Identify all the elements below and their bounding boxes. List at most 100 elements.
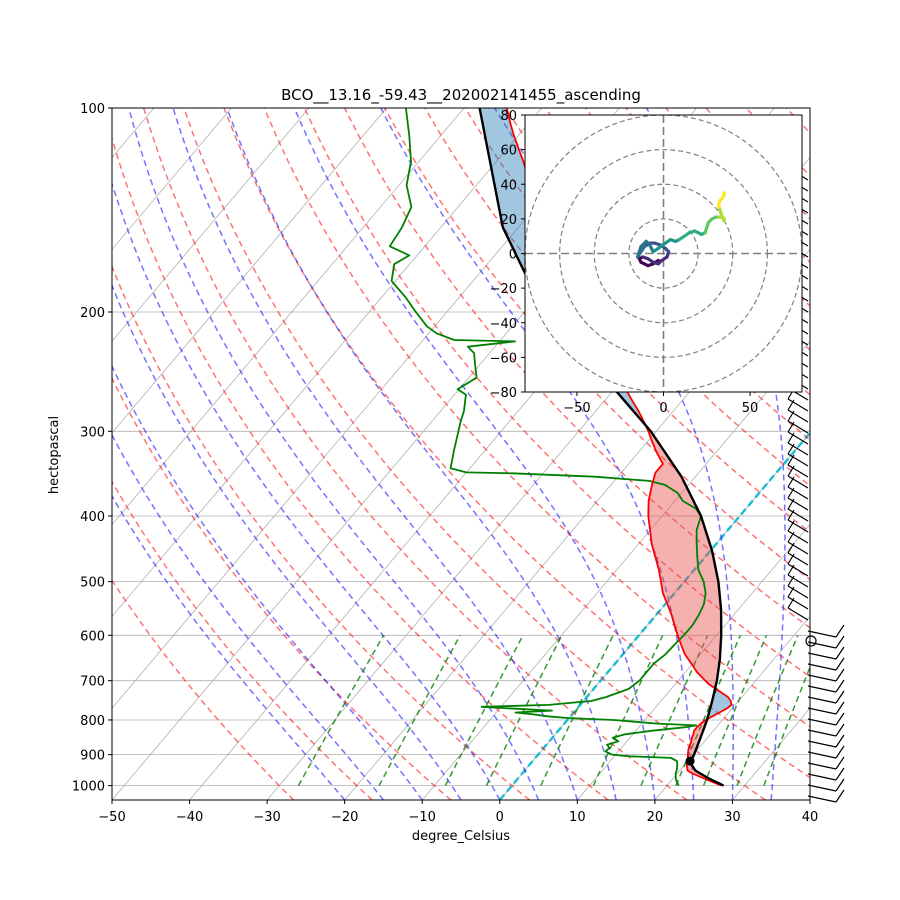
y-axis-label: hectopascal: [47, 416, 62, 494]
cape-cin-shading: [479, 108, 732, 786]
x-tick-label: −50: [98, 810, 125, 825]
wind-barb: [787, 553, 809, 577]
barb-flag: [787, 542, 795, 554]
freezing-isotherm: [498, 431, 810, 800]
wind-barb: [787, 399, 809, 423]
isotherm: [421, 340, 810, 800]
isotherm: [112, 108, 465, 526]
x-tick-label: −10: [409, 810, 436, 825]
moist-adiabat: [172, 108, 579, 800]
x-tick-label: 0: [496, 810, 504, 825]
isotherm: [112, 108, 542, 618]
x-tick-label: 40: [802, 810, 819, 825]
barb-flag: [835, 690, 845, 704]
wind-barb: [807, 712, 845, 726]
barb-shaft: [787, 519, 809, 533]
y-tick-label: 200: [80, 306, 105, 321]
y-tick-label: 100: [80, 102, 105, 117]
barb-flag: [835, 624, 845, 638]
isotherm: [112, 108, 620, 709]
barb-shaft: [807, 773, 837, 781]
hodograph-y-tick-label: −20: [490, 282, 517, 297]
barb-flag: [835, 635, 845, 649]
moist-adiabat: [112, 433, 384, 800]
barb-shaft: [787, 420, 809, 434]
x-tick-label: 10: [569, 810, 586, 825]
wind-barb: [787, 586, 809, 610]
wind-barb: [807, 723, 845, 737]
barb-flag: [787, 498, 795, 510]
y-tick-label: 400: [80, 510, 105, 525]
barb-shaft: [787, 596, 809, 610]
mixing-ratio-line: [736, 635, 799, 786]
barb-shaft: [787, 607, 809, 621]
mixing-ratio-line: [540, 634, 614, 786]
plot-frame: [111, 107, 811, 801]
isotherm: [112, 108, 232, 250]
wind-barb: [807, 701, 845, 715]
barb-flag: [835, 657, 845, 671]
barb-flag: [835, 778, 845, 792]
barb-shaft: [787, 442, 809, 456]
mixing-ratio-line: [675, 634, 742, 786]
moist-adiabat: [112, 494, 346, 800]
hodograph-axes: [525, 115, 802, 392]
barb-shaft: [807, 762, 837, 770]
mixing-ratio-lines: [297, 634, 810, 786]
mixing-ratio-line: [444, 634, 524, 786]
dry-adiabat: [263, 108, 810, 728]
wind-barb: [787, 432, 809, 456]
barb-flag: [787, 531, 795, 543]
wind-barb: [807, 745, 845, 759]
x-tick-label: −40: [176, 810, 203, 825]
barb-flag: [787, 487, 795, 499]
x-tick-label: −30: [253, 810, 280, 825]
wind-barb: [787, 498, 809, 522]
barb-flag: [787, 432, 795, 444]
barb-shaft: [807, 674, 837, 682]
barb-flag: [835, 679, 845, 693]
barb-flag: [835, 668, 845, 682]
hodograph-y-tick-label: 0: [509, 248, 517, 263]
hodograph-segment: [635, 244, 643, 259]
wind-barb: [807, 657, 845, 671]
x-axis-ticks: −50 −40 −30 −20 −10 0 10 20 30 40: [98, 800, 818, 825]
cape-fill: [645, 425, 722, 689]
y-tick-label: 1000: [72, 780, 105, 795]
wind-barb: [787, 531, 809, 555]
wind-barb: [807, 668, 845, 682]
wind-barb: [787, 509, 809, 533]
barb-flag: [835, 734, 845, 748]
hodograph-y-tick-label: −60: [490, 351, 517, 366]
dry-adiabat: [112, 480, 373, 800]
dewpoint-line: [388, 108, 707, 786]
y-tick-label: 300: [80, 425, 105, 440]
barb-flag: [787, 520, 795, 532]
barb-shaft: [787, 453, 809, 467]
moist-adiabat: [112, 181, 501, 800]
barb-flag: [787, 553, 795, 565]
barb-flag: [787, 465, 795, 477]
hodograph-y-tick-label: −80: [490, 386, 517, 401]
wind-barb: [807, 734, 845, 748]
barb-shaft: [787, 574, 809, 588]
barb-shaft: [787, 475, 809, 489]
wind-barb: [787, 410, 809, 434]
hodograph-trace: [635, 191, 726, 268]
wind-barb: [807, 756, 845, 770]
dry-adiabat: [112, 579, 295, 800]
isotherm: [654, 615, 810, 800]
calm-wind-circle: [805, 635, 817, 647]
barb-flag: [787, 509, 795, 521]
barb-shaft: [807, 696, 837, 704]
lcl-marker: [685, 756, 695, 766]
mixing-ratio-line: [702, 635, 768, 786]
y-tick-label: 900: [80, 749, 105, 764]
wind-barb: [787, 487, 809, 511]
hodograph-y-tick-label: 20: [500, 213, 517, 228]
moist-adiabat: [226, 108, 617, 800]
barb-shaft: [807, 795, 837, 803]
barb-shaft: [807, 630, 837, 638]
isotherm: [112, 108, 310, 342]
dry-adiabat: [183, 108, 766, 800]
